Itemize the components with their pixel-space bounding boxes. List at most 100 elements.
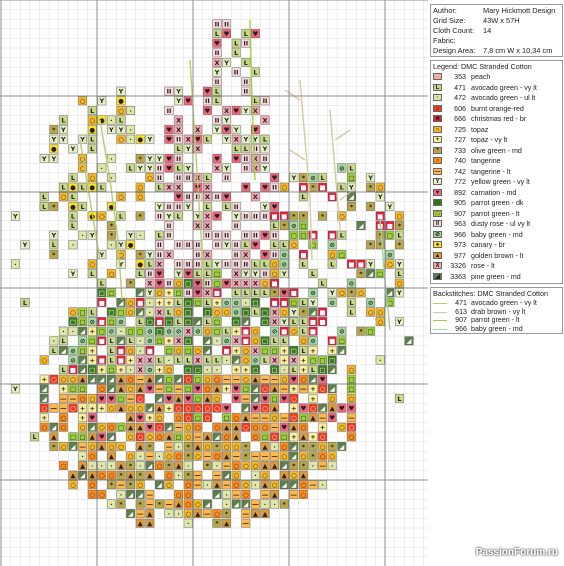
svg-text:·: · — [331, 462, 333, 470]
stitch-cell: ○ — [241, 490, 251, 499]
legend-number: 3326 — [450, 262, 466, 270]
stitch-cell: ⊘ — [68, 346, 78, 355]
stitch-cell: Y — [308, 298, 318, 307]
stitch-cell: L — [30, 432, 39, 441]
svg-text:●: ● — [51, 145, 57, 153]
stitch-cell: X — [231, 336, 241, 345]
stitch-cell: — — [193, 432, 203, 441]
svg-text:▲: ▲ — [90, 433, 95, 441]
stitch-cell: ○ — [183, 374, 193, 384]
stitch-cell: L — [260, 288, 270, 297]
stitch-cell: ● — [97, 115, 107, 125]
backstitch-color-name: parrot green - lt — [471, 316, 520, 324]
stitch-cell: · — [116, 326, 126, 336]
svg-text:Y: Y — [262, 145, 268, 153]
stitch-cell: ○ — [135, 192, 145, 202]
svg-text:*: * — [311, 184, 315, 192]
stitch-cell: * — [135, 499, 145, 508]
stitch-cell: · — [375, 355, 385, 364]
svg-text:L: L — [244, 30, 248, 38]
svg-text:L: L — [234, 145, 238, 153]
stitch-cell: ○ — [212, 403, 222, 412]
svg-text:▲: ▲ — [224, 452, 229, 460]
legend-swatch: ○ — [433, 157, 442, 164]
svg-text:◢: ◢ — [157, 481, 162, 489]
legend-row: II 963 dusty rose - ul vy lt — [433, 220, 561, 228]
svg-text:□: □ — [272, 347, 278, 355]
stitch-cell: L — [299, 298, 308, 307]
stitch-cell: □ — [183, 365, 193, 374]
stitch-cell: + — [59, 384, 68, 393]
svg-text:○: ○ — [205, 385, 211, 393]
stitch-cell: · — [106, 153, 116, 163]
svg-text:X: X — [176, 116, 181, 124]
stitch-cell: ◢ — [97, 374, 107, 384]
stitch-cell: ○ — [327, 451, 337, 460]
svg-text:II: II — [234, 68, 239, 76]
stitch-cell: · — [174, 470, 183, 480]
svg-text:○: ○ — [253, 433, 259, 441]
svg-text:■: ■ — [329, 193, 335, 201]
stitch-cell: L — [250, 288, 260, 297]
svg-text:+: + — [89, 328, 94, 336]
stitch-cell: ○ — [154, 432, 164, 441]
svg-text:○: ○ — [157, 424, 163, 432]
stitch-cell: + — [231, 365, 241, 374]
stitch-cell: · — [78, 230, 88, 240]
stitch-cell: ○ — [212, 394, 222, 403]
stitch-cell: ♥ — [193, 384, 203, 393]
stitch-cell: ⊘ — [145, 326, 155, 336]
stitch-cell: □ — [78, 346, 88, 355]
legend-color-name: burnt orange-red — [471, 104, 524, 113]
stitch-cell: L — [241, 288, 251, 297]
svg-text:L: L — [52, 241, 56, 249]
svg-text:·: · — [120, 328, 122, 336]
svg-text:■: ■ — [272, 212, 278, 220]
stitch-cell: ♥ — [164, 394, 174, 403]
stitch-cell: ⊘ — [145, 365, 155, 374]
stitch-cell: II — [260, 96, 270, 106]
svg-text:+: + — [80, 414, 85, 422]
svg-text:II: II — [157, 241, 162, 249]
stitch-cell: ◢ — [327, 384, 337, 393]
svg-text:○: ○ — [185, 491, 191, 499]
stitch-cell: ♥ — [106, 394, 116, 403]
stitch-cell: ♥ — [212, 211, 222, 221]
svg-text:+: + — [99, 366, 104, 374]
svg-text:□: □ — [185, 308, 191, 316]
stitch-cell: ○ — [116, 105, 126, 115]
stitch-cell: — — [250, 499, 260, 508]
stitch-cell: ■ — [289, 288, 299, 297]
svg-text:L: L — [81, 184, 85, 192]
stitch-cell: ○ — [174, 278, 183, 288]
stitch-cell: * — [145, 442, 155, 451]
svg-text:○: ○ — [262, 472, 268, 480]
stitch-cell: L — [231, 288, 241, 297]
stitch-cell: II — [212, 230, 222, 240]
svg-text:⊘: ⊘ — [176, 328, 181, 336]
stitch-cell: · — [126, 105, 136, 115]
svg-text:+: + — [128, 356, 133, 364]
stitch-cell: Y — [222, 58, 231, 67]
stitch-cell: L — [68, 192, 78, 202]
svg-text:X: X — [195, 126, 200, 134]
stitch-cell: II — [154, 211, 164, 221]
stitch-cell: ■ — [279, 326, 289, 336]
svg-text:○: ○ — [301, 337, 307, 345]
stitch-cell: ⊘ — [231, 307, 241, 316]
stitch-cell: * — [356, 326, 366, 336]
svg-text:X: X — [262, 116, 267, 124]
svg-text:L: L — [90, 308, 94, 316]
svg-text:○: ○ — [185, 510, 191, 518]
svg-text:L: L — [253, 260, 257, 268]
svg-text:○: ○ — [281, 443, 287, 451]
legend-color-name: topaz — [471, 125, 489, 134]
stitch-cell: ♥ — [183, 394, 193, 403]
svg-text:X: X — [176, 184, 181, 192]
stitch-cell: ○ — [126, 374, 136, 384]
stitch-cell: II — [174, 240, 183, 250]
stitch-cell: ▲ — [145, 509, 155, 518]
svg-text:*: * — [311, 443, 315, 451]
svg-text:·: · — [149, 308, 151, 316]
svg-text:+: + — [166, 299, 171, 307]
